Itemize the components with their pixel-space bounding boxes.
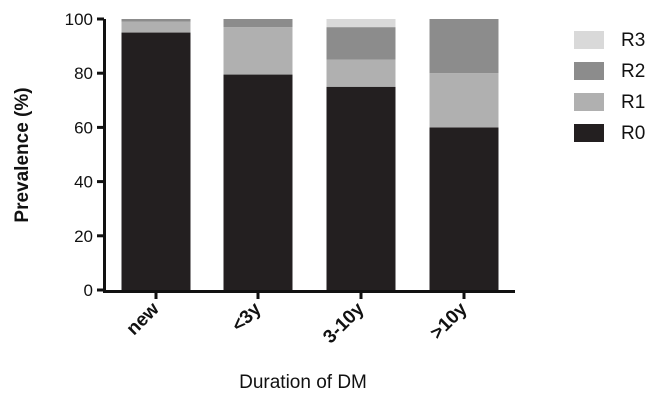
bar-r2-2 <box>326 27 396 60</box>
bar-r0-2 <box>326 86 396 290</box>
x-tick-label: 3-10y <box>319 298 369 348</box>
bars-layer <box>121 19 499 291</box>
bar-r1-0 <box>121 21 191 33</box>
bar-r0-1 <box>223 74 293 291</box>
y-tick-label: 80 <box>74 64 93 83</box>
y-tick-label: 100 <box>65 10 93 29</box>
bar-r1-2 <box>326 59 396 87</box>
y-tick-label: 40 <box>74 173 93 192</box>
bar-r1-1 <box>223 27 293 75</box>
y-tick-label: 60 <box>74 118 93 137</box>
x-tick-label: >10y <box>426 298 471 343</box>
legend-label-r0: R0 <box>621 123 645 144</box>
y-tick-label: 0 <box>84 281 93 300</box>
legend-label-r1: R1 <box>621 92 645 113</box>
bar-r1-3 <box>429 73 499 128</box>
y-tick-label: 20 <box>74 227 93 246</box>
y-axis-title: Prevalence (%) <box>12 87 33 222</box>
x-tick-label: new <box>123 299 164 340</box>
legend-label-r2: R2 <box>621 61 645 82</box>
legend-swatch-r1 <box>574 93 604 111</box>
bar-r0-0 <box>121 32 191 291</box>
legend-swatch-r0 <box>574 124 604 142</box>
bar-r2-1 <box>223 19 293 28</box>
x-axis-title: Duration of DM <box>239 372 367 393</box>
legend: R3 R2 R1 R0 <box>574 30 645 144</box>
x-tick-label: <3y <box>228 298 266 336</box>
bar-r2-3 <box>429 19 499 74</box>
bar-r3-2 <box>326 19 396 28</box>
legend-swatch-r2 <box>574 62 604 80</box>
bar-r0-3 <box>429 127 499 291</box>
legend-swatch-r3 <box>574 31 604 49</box>
legend-label-r3: R3 <box>621 30 645 51</box>
bar-r2-0 <box>121 19 191 22</box>
